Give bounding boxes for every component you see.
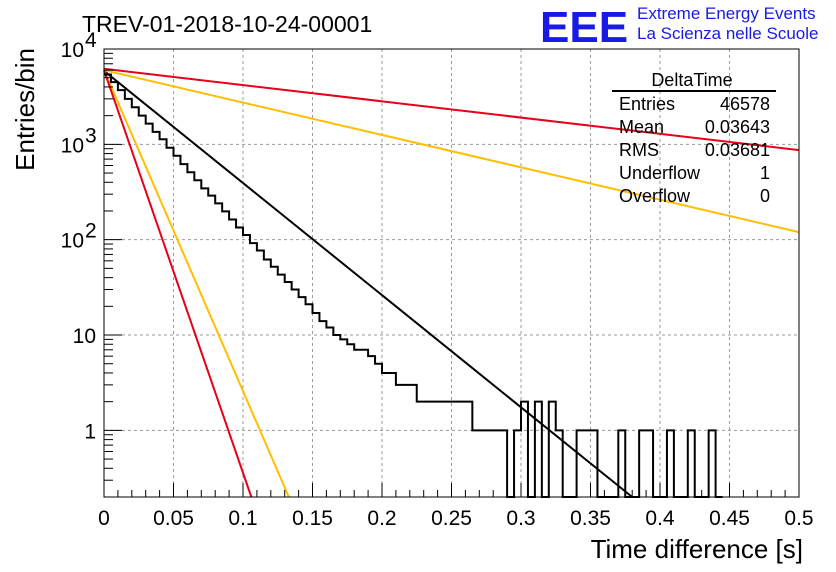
y-tick-label: 10 [61, 134, 84, 157]
x-tick-label: 0.35 [570, 507, 611, 530]
x-tick-label: 0.5 [784, 507, 813, 530]
fit-line [103, 69, 290, 498]
tick-labels: 0 0.05 0.1 0.15 0.2 0.25 0.3 0.35 0.4 0.45 0.51101… [61, 29, 814, 530]
y-tick-exponent: 3 [85, 124, 97, 147]
fit-lines [103, 67, 800, 498]
stats-rows: Entries 46578 Mean 0.03643 RMS 0.03681Underfl… [619, 94, 770, 206]
eee-logo: EEE Extreme Energy Events La Scienza nel… [540, 3, 818, 52]
x-tick-label: 0.1 [228, 507, 257, 530]
x-tick-label: 0 [98, 507, 110, 530]
stats-row-label: Underflow [619, 163, 701, 183]
y-tick-exponent: 4 [85, 29, 97, 52]
x-tick-label: 0.45 [709, 507, 750, 530]
x-tick-label: 0.25 [431, 507, 472, 530]
stats-row-label: Mean [619, 117, 664, 137]
x-tick-label: 0.15 [292, 507, 333, 530]
logo-mark: EEE [540, 3, 628, 52]
fit-line [103, 69, 800, 234]
stats-row-label: Entries [619, 94, 675, 114]
fit-line [103, 70, 633, 498]
stats-row-label: RMS [619, 140, 659, 160]
stats-row-value: 0 [760, 186, 770, 206]
stats-box: DeltaTime Entries 46578 Mean 0.03643 RMS 0.03… [612, 70, 776, 206]
stats-row-value: 1 [760, 163, 770, 183]
axes [103, 48, 800, 498]
logo-line-1: Extreme Energy Events [637, 4, 816, 23]
y-tick-exponent: 2 [85, 220, 97, 243]
stats-row-value: 46578 [720, 94, 770, 114]
stats-row-value: 0.03643 [705, 117, 770, 137]
y-tick-label: 10 [61, 230, 84, 253]
y-tick-label: 10 [73, 325, 96, 348]
stats-row-label: Overflow [619, 186, 691, 206]
y-tick-label: 10 [61, 39, 84, 62]
fit-line [103, 69, 253, 498]
plot-frame [103, 48, 800, 498]
grid-layer [104, 49, 799, 497]
stats-row-value: 0.03681 [705, 140, 770, 160]
y-tick-label: 1 [84, 420, 96, 443]
logo-line-2: La Scienza nelle Scuole [637, 24, 818, 43]
y-axis-title: Entries/bin [10, 48, 40, 171]
x-tick-label: 0.05 [153, 507, 194, 530]
x-axis-title: Time difference [s] [591, 534, 803, 564]
chart-title: TREV-01-2018-10-24-00001 [82, 11, 372, 37]
x-tick-label: 0.2 [367, 507, 396, 530]
stats-name: DeltaTime [651, 70, 732, 90]
fit-line [103, 67, 800, 152]
x-tick-label: 0.3 [506, 507, 535, 530]
x-tick-label: 0.4 [645, 507, 675, 530]
